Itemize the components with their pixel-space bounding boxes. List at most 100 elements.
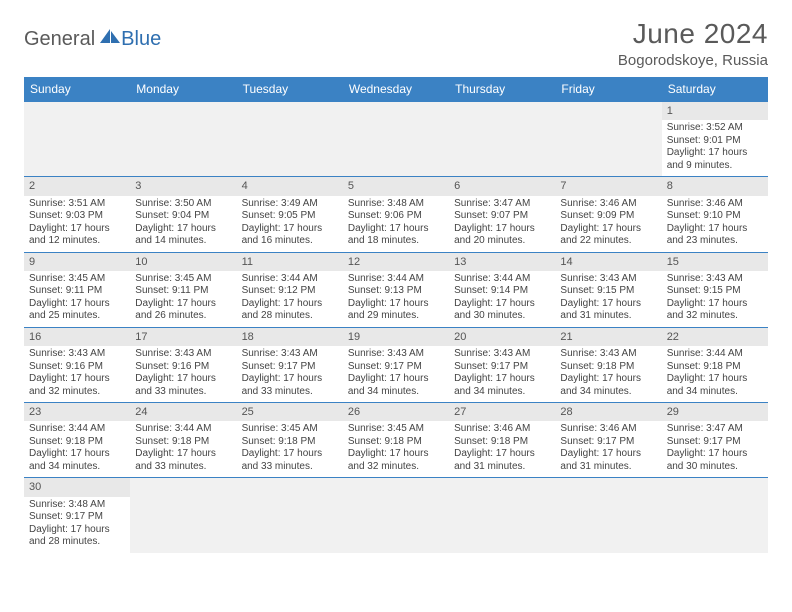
day-content-cell: Sunrise: 3:47 AMSunset: 9:07 PMDaylight:… [449, 196, 555, 253]
day-number-cell: 6 [449, 177, 555, 196]
day-number-cell: 26 [343, 403, 449, 422]
daylight-line: Daylight: 17 hours and 32 minutes. [29, 373, 125, 398]
week-content-row: Sunrise: 3:52 AMSunset: 9:01 PMDaylight:… [24, 120, 768, 177]
day-number-cell: 19 [343, 327, 449, 346]
day-content-cell: Sunrise: 3:43 AMSunset: 9:16 PMDaylight:… [130, 346, 236, 403]
day-number-cell [343, 478, 449, 497]
day-number-cell: 8 [662, 177, 768, 196]
day-number-cell: 22 [662, 327, 768, 346]
sunrise-line: Sunrise: 3:47 AM [667, 423, 763, 436]
daylight-line: Daylight: 17 hours and 32 minutes. [348, 448, 444, 473]
location: Bogorodskoye, Russia [618, 52, 768, 69]
day-content-cell [449, 497, 555, 553]
day-content-cell [237, 497, 343, 553]
day-number-cell: 25 [237, 403, 343, 422]
daylight-line: Daylight: 17 hours and 18 minutes. [348, 223, 444, 248]
day-number-cell: 20 [449, 327, 555, 346]
day-content-cell [662, 497, 768, 553]
day-content-cell [130, 497, 236, 553]
day-content-cell: Sunrise: 3:43 AMSunset: 9:15 PMDaylight:… [555, 271, 661, 328]
sunset-line: Sunset: 9:01 PM [667, 135, 763, 148]
day-content-cell [555, 120, 661, 177]
sunrise-line: Sunrise: 3:46 AM [667, 198, 763, 211]
day-content-cell: Sunrise: 3:43 AMSunset: 9:17 PMDaylight:… [237, 346, 343, 403]
day-number-cell: 30 [24, 478, 130, 497]
day-content-cell: Sunrise: 3:46 AMSunset: 9:09 PMDaylight:… [555, 196, 661, 253]
sunset-line: Sunset: 9:17 PM [242, 361, 338, 374]
day-content-cell [343, 497, 449, 553]
weekday-row: SundayMondayTuesdayWednesdayThursdayFrid… [24, 77, 768, 102]
sunrise-line: Sunrise: 3:43 AM [29, 348, 125, 361]
day-content-cell: Sunrise: 3:44 AMSunset: 9:12 PMDaylight:… [237, 271, 343, 328]
sunrise-line: Sunrise: 3:44 AM [29, 423, 125, 436]
sunset-line: Sunset: 9:03 PM [29, 210, 125, 223]
sunrise-line: Sunrise: 3:46 AM [560, 423, 656, 436]
sunset-line: Sunset: 9:05 PM [242, 210, 338, 223]
calendar-body: 1Sunrise: 3:52 AMSunset: 9:01 PMDaylight… [24, 102, 768, 553]
day-content-cell [555, 497, 661, 553]
day-content-cell: Sunrise: 3:44 AMSunset: 9:18 PMDaylight:… [662, 346, 768, 403]
sunrise-line: Sunrise: 3:46 AM [560, 198, 656, 211]
week-daynum-row: 1 [24, 102, 768, 121]
sunset-line: Sunset: 9:17 PM [348, 361, 444, 374]
sunrise-line: Sunrise: 3:43 AM [560, 348, 656, 361]
day-content-cell: Sunrise: 3:43 AMSunset: 9:18 PMDaylight:… [555, 346, 661, 403]
day-number-cell [555, 102, 661, 121]
daylight-line: Daylight: 17 hours and 23 minutes. [667, 223, 763, 248]
daylight-line: Daylight: 17 hours and 33 minutes. [242, 448, 338, 473]
day-number-cell: 13 [449, 252, 555, 271]
sunrise-line: Sunrise: 3:45 AM [135, 273, 231, 286]
day-number-cell: 24 [130, 403, 236, 422]
sunrise-line: Sunrise: 3:47 AM [454, 198, 550, 211]
sunset-line: Sunset: 9:16 PM [29, 361, 125, 374]
sunrise-line: Sunrise: 3:48 AM [29, 499, 125, 512]
logo-text-general: General [24, 28, 95, 51]
week-content-row: Sunrise: 3:51 AMSunset: 9:03 PMDaylight:… [24, 196, 768, 253]
sunset-line: Sunset: 9:14 PM [454, 285, 550, 298]
sunrise-line: Sunrise: 3:44 AM [242, 273, 338, 286]
day-content-cell: Sunrise: 3:46 AMSunset: 9:17 PMDaylight:… [555, 421, 661, 478]
weekday-header: Wednesday [343, 77, 449, 102]
daylight-line: Daylight: 17 hours and 26 minutes. [135, 298, 231, 323]
day-content-cell [449, 120, 555, 177]
day-content-cell: Sunrise: 3:47 AMSunset: 9:17 PMDaylight:… [662, 421, 768, 478]
sunrise-line: Sunrise: 3:44 AM [454, 273, 550, 286]
day-number-cell: 5 [343, 177, 449, 196]
day-number-cell: 7 [555, 177, 661, 196]
daylight-line: Daylight: 17 hours and 31 minutes. [560, 448, 656, 473]
daylight-line: Daylight: 17 hours and 34 minutes. [667, 373, 763, 398]
day-number-cell [130, 478, 236, 497]
day-number-cell: 27 [449, 403, 555, 422]
day-number-cell: 21 [555, 327, 661, 346]
sunset-line: Sunset: 9:12 PM [242, 285, 338, 298]
sunset-line: Sunset: 9:18 PM [29, 436, 125, 449]
day-number-cell: 9 [24, 252, 130, 271]
sunset-line: Sunset: 9:11 PM [135, 285, 231, 298]
day-number-cell: 3 [130, 177, 236, 196]
daylight-line: Daylight: 17 hours and 33 minutes. [135, 373, 231, 398]
daylight-line: Daylight: 17 hours and 30 minutes. [454, 298, 550, 323]
sunset-line: Sunset: 9:06 PM [348, 210, 444, 223]
daylight-line: Daylight: 17 hours and 9 minutes. [667, 147, 763, 172]
sunset-line: Sunset: 9:17 PM [29, 511, 125, 524]
day-number-cell: 2 [24, 177, 130, 196]
sunrise-line: Sunrise: 3:43 AM [242, 348, 338, 361]
day-content-cell: Sunrise: 3:45 AMSunset: 9:18 PMDaylight:… [343, 421, 449, 478]
sunset-line: Sunset: 9:18 PM [242, 436, 338, 449]
sunrise-line: Sunrise: 3:44 AM [135, 423, 231, 436]
sunrise-line: Sunrise: 3:45 AM [29, 273, 125, 286]
sunrise-line: Sunrise: 3:44 AM [667, 348, 763, 361]
sunset-line: Sunset: 9:18 PM [135, 436, 231, 449]
day-number-cell: 10 [130, 252, 236, 271]
sunset-line: Sunset: 9:17 PM [454, 361, 550, 374]
day-content-cell: Sunrise: 3:46 AMSunset: 9:18 PMDaylight:… [449, 421, 555, 478]
sunset-line: Sunset: 9:16 PM [135, 361, 231, 374]
day-number-cell: 23 [24, 403, 130, 422]
daylight-line: Daylight: 17 hours and 30 minutes. [667, 448, 763, 473]
sunset-line: Sunset: 9:11 PM [29, 285, 125, 298]
logo-sail-icon [99, 28, 121, 44]
day-number-cell [449, 102, 555, 121]
daylight-line: Daylight: 17 hours and 33 minutes. [135, 448, 231, 473]
day-content-cell: Sunrise: 3:51 AMSunset: 9:03 PMDaylight:… [24, 196, 130, 253]
sunrise-line: Sunrise: 3:44 AM [348, 273, 444, 286]
